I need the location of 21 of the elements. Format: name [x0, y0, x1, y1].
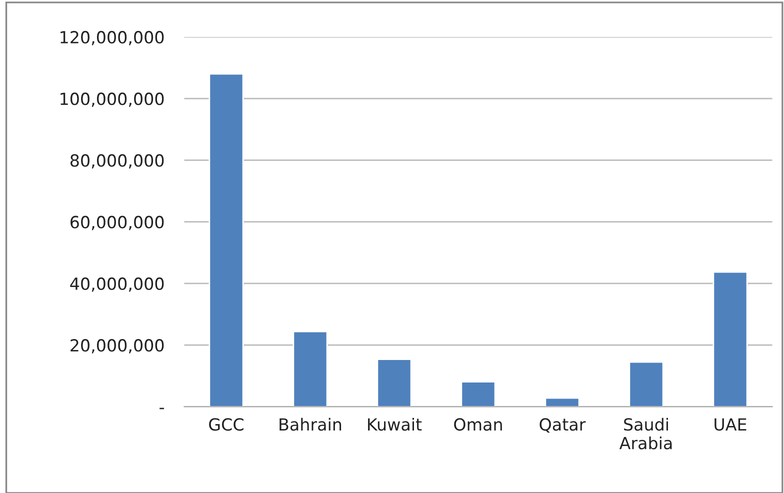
x-tick-label: Saudi Arabia	[619, 418, 672, 450]
x-tick-label: Bahrain	[280, 418, 342, 431]
y-tick-label: -	[160, 408, 164, 410]
y-tick-label: 60,000,000	[70, 216, 164, 230]
x-tick-label: Qatar	[540, 418, 586, 433]
x-tick-label: GCC	[209, 418, 244, 431]
bar	[544, 397, 580, 407]
bar	[628, 361, 664, 407]
bar	[460, 381, 496, 407]
y-tick-label: 40,000,000	[70, 277, 164, 292]
y-tick-label: 80,000,000	[70, 154, 164, 168]
x-tick-label: Kuwait	[368, 418, 422, 431]
y-tick-label: 100,000,000	[60, 92, 164, 107]
bar	[376, 358, 412, 407]
x-tick-label: Oman	[454, 418, 502, 431]
y-tick-label: 20,000,000	[70, 339, 164, 354]
y-tick-label: 120,000,000	[60, 30, 164, 46]
x-tick-label: UAE	[714, 418, 746, 431]
bar	[292, 330, 328, 407]
bar	[208, 73, 244, 407]
bar	[712, 271, 748, 407]
